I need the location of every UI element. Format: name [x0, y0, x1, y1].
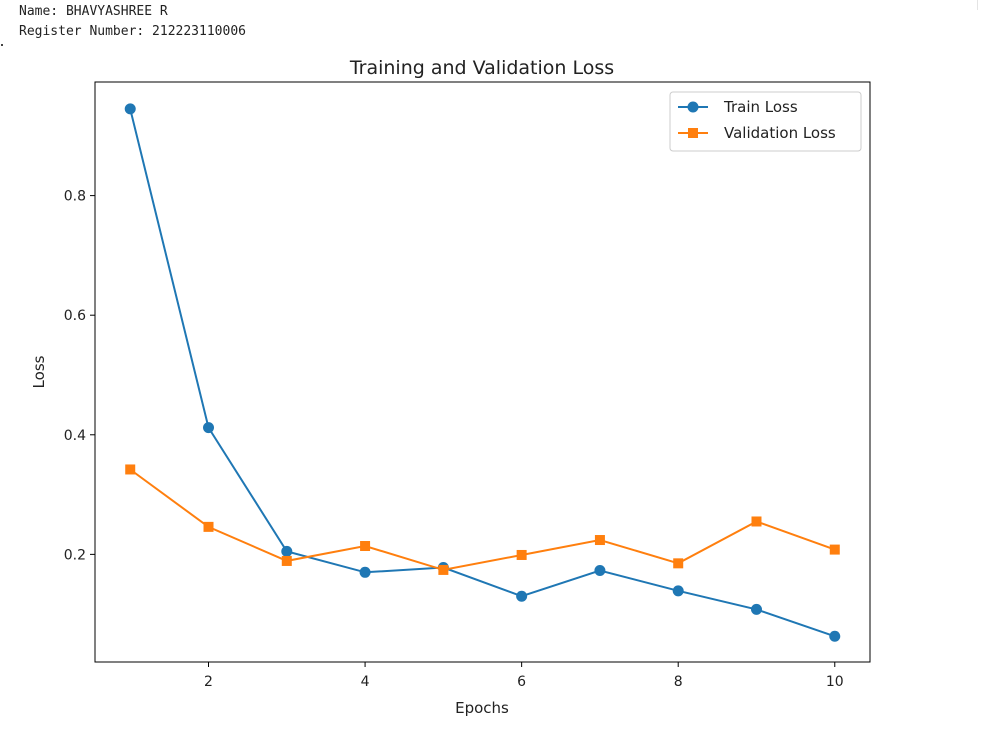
validation-loss-point — [438, 564, 449, 575]
train-loss-point — [203, 422, 215, 434]
cell-divider — [977, 0, 978, 10]
legend: Train Loss Validation Loss — [669, 91, 862, 152]
train-loss-point — [594, 565, 606, 577]
train-loss-point — [359, 566, 371, 578]
validation-loss-point — [751, 516, 762, 527]
y-tick-label: 0.2 — [64, 547, 86, 563]
validation-loss-point — [516, 549, 527, 560]
x-tick-label: 2 — [204, 674, 213, 690]
train-loss-legend-marker — [687, 101, 699, 113]
validation-loss-legend-label: Validation Loss — [724, 124, 836, 142]
validation-loss-point — [125, 464, 136, 475]
register-number: Register Number: 212223110006 — [19, 24, 246, 39]
train-loss-point — [750, 603, 762, 615]
x-tick-label: 4 — [361, 674, 370, 690]
validation-loss-point — [360, 541, 371, 551]
x-tick-label: 8 — [674, 674, 683, 690]
y-axis-label: Loss — [30, 355, 48, 388]
y-tick-label: 0.4 — [64, 428, 86, 444]
x-tick-label: 10 — [826, 674, 844, 690]
student-name: Name: BHAVYASHREE R — [19, 4, 168, 19]
train-loss-point — [124, 103, 136, 115]
output-header: Name: BHAVYASHREE R Register Number: 212… — [19, 2, 246, 42]
cell-marker — [1, 44, 4, 47]
train-loss-line — [129, 108, 836, 638]
train-loss-point — [516, 590, 528, 602]
plot-frame — [94, 81, 871, 663]
validation-loss-point — [203, 521, 214, 532]
validation-loss-point — [829, 544, 840, 555]
legend-box — [669, 91, 862, 152]
train-loss-legend-label: Train Loss — [723, 98, 798, 116]
axes: 2 4 6 8 10 0.2 0.4 0.6 0.8 — [64, 189, 844, 690]
train-loss-point — [672, 585, 684, 597]
train-loss-point — [829, 630, 841, 642]
y-tick-label: 0.8 — [64, 189, 86, 205]
y-tick-label: 0.6 — [64, 308, 86, 324]
x-tick-label: 6 — [517, 674, 526, 690]
validation-loss-point — [281, 555, 292, 566]
validation-loss-point — [594, 535, 605, 546]
validation-loss-line — [129, 468, 836, 571]
x-axis-label: Epochs — [455, 699, 509, 717]
validation-loss-point — [673, 558, 684, 569]
train-loss-point — [281, 545, 293, 557]
validation-loss-legend-marker — [688, 128, 698, 138]
chart-title: Training and Validation Loss — [349, 57, 614, 79]
plot-area — [124, 103, 841, 642]
